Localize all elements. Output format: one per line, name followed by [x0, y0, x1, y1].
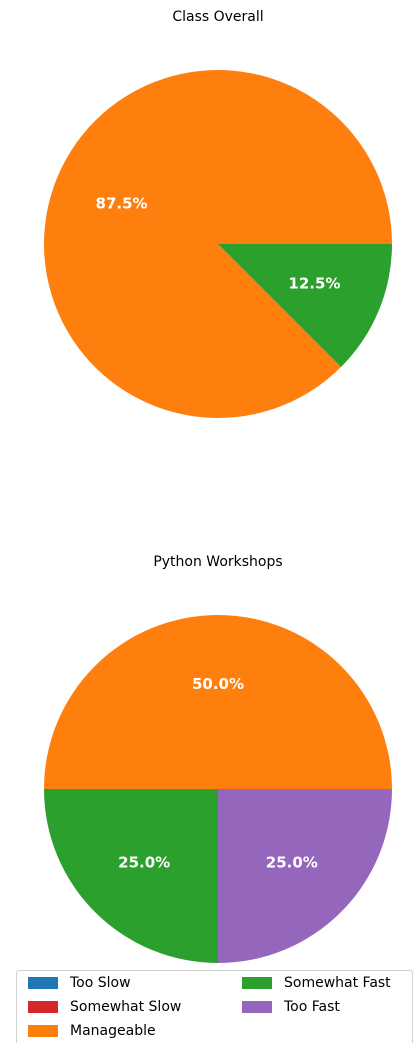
legend-swatch [242, 1001, 272, 1013]
slice-label: 25.0% [266, 853, 318, 871]
legend-label: Somewhat Fast [284, 975, 391, 991]
slice-label: 12.5% [288, 274, 340, 292]
slice-label: 25.0% [118, 853, 170, 871]
legend-box [16, 970, 413, 1043]
chart-title: Class Overall [172, 9, 263, 25]
pie-slice [218, 244, 392, 368]
slice-label: 50.0% [192, 675, 244, 693]
pie-slice [218, 789, 392, 963]
chart-title: Python Workshops [153, 554, 282, 570]
pie-slice [44, 789, 218, 963]
legend-label: Manageable [70, 1023, 156, 1039]
legend-swatch [28, 1001, 58, 1013]
pie-slice [44, 615, 392, 789]
slice-label: 87.5% [96, 195, 148, 213]
legend-swatch [28, 1025, 58, 1037]
legend-swatch [242, 977, 272, 989]
legend-label: Too Fast [283, 999, 340, 1015]
legend-swatch [28, 977, 58, 989]
legend-label: Somewhat Slow [70, 999, 181, 1015]
legend-label: Too Slow [69, 975, 131, 991]
